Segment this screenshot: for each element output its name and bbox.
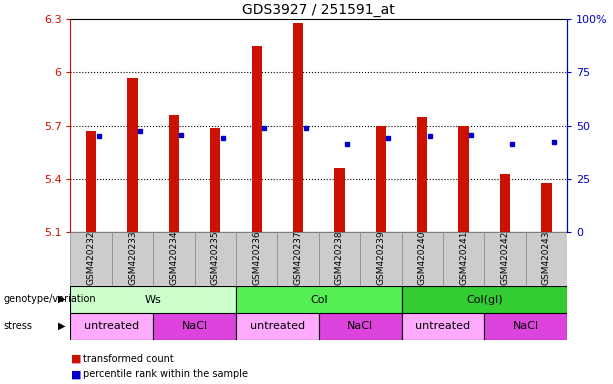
Bar	[86, 131, 96, 232]
Bar	[319, 232, 360, 286]
Text: GSM420239: GSM420239	[376, 231, 386, 285]
Bar	[484, 313, 567, 340]
Text: stress: stress	[3, 321, 32, 331]
Text: NaCl: NaCl	[347, 321, 373, 331]
Bar	[402, 232, 443, 286]
Text: GSM420233: GSM420233	[128, 231, 137, 285]
Bar	[210, 127, 221, 232]
Bar	[70, 232, 112, 286]
Bar	[112, 232, 153, 286]
Bar	[293, 23, 303, 232]
Text: Ws: Ws	[145, 295, 162, 305]
Bar	[402, 313, 484, 340]
Bar	[417, 117, 427, 232]
Text: NaCl: NaCl	[181, 321, 208, 331]
Text: GSM420235: GSM420235	[211, 231, 220, 285]
Text: genotype/variation: genotype/variation	[3, 294, 96, 304]
Bar	[459, 126, 469, 232]
Bar	[128, 78, 138, 232]
Text: untreated: untreated	[85, 321, 139, 331]
Bar	[153, 232, 195, 286]
Bar	[443, 232, 484, 286]
Bar	[402, 286, 567, 313]
Bar	[376, 126, 386, 232]
Text: GSM420237: GSM420237	[294, 231, 303, 285]
Bar	[360, 232, 402, 286]
Bar	[153, 313, 236, 340]
Text: GSM420236: GSM420236	[252, 231, 261, 285]
Text: untreated: untreated	[416, 321, 470, 331]
Bar	[236, 286, 402, 313]
Text: GSM420240: GSM420240	[417, 231, 427, 285]
Text: ■: ■	[70, 354, 81, 364]
Bar	[70, 286, 236, 313]
Text: GSM420238: GSM420238	[335, 231, 344, 285]
Text: GSM420234: GSM420234	[169, 231, 178, 285]
Text: ■: ■	[70, 369, 81, 379]
Text: GSM420232: GSM420232	[86, 231, 96, 285]
Text: transformed count: transformed count	[83, 354, 173, 364]
Text: Col(gl): Col(gl)	[466, 295, 503, 305]
Bar	[236, 232, 277, 286]
Bar	[277, 232, 319, 286]
Title: GDS3927 / 251591_at: GDS3927 / 251591_at	[242, 3, 395, 17]
Text: NaCl: NaCl	[512, 321, 539, 331]
Bar	[500, 174, 510, 232]
Bar	[251, 46, 262, 232]
Bar	[236, 313, 319, 340]
Text: ▶: ▶	[58, 294, 65, 304]
Text: GSM420241: GSM420241	[459, 231, 468, 285]
Bar	[195, 232, 236, 286]
Bar	[70, 313, 153, 340]
Bar	[526, 232, 567, 286]
Bar	[541, 182, 552, 232]
Text: ▶: ▶	[58, 321, 65, 331]
Text: GSM420243: GSM420243	[542, 231, 551, 285]
Bar	[334, 168, 345, 232]
Text: untreated: untreated	[250, 321, 305, 331]
Bar	[319, 313, 402, 340]
Text: percentile rank within the sample: percentile rank within the sample	[83, 369, 248, 379]
Bar	[169, 115, 179, 232]
Text: Col: Col	[310, 295, 327, 305]
Text: GSM420242: GSM420242	[500, 231, 509, 285]
Bar	[484, 232, 526, 286]
